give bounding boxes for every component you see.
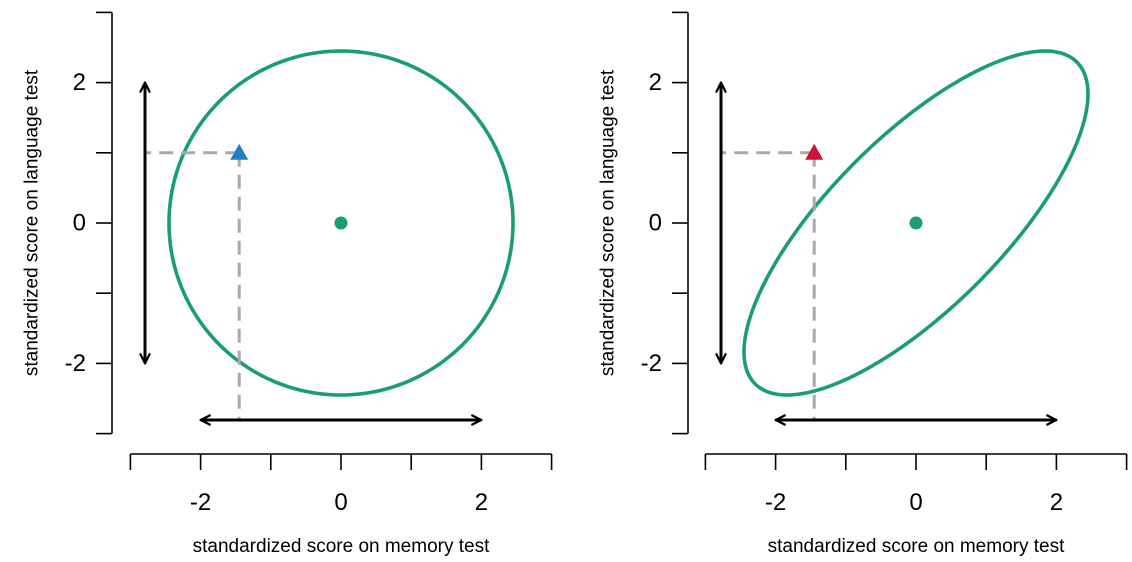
center-point [909, 216, 923, 230]
observation-triangle [805, 143, 824, 160]
x-tick-label: 2 [1050, 489, 1063, 516]
x-axis-title: standardized score on memory test [768, 536, 1065, 557]
center-point [334, 216, 348, 230]
ellipse-contour [742, 49, 1090, 397]
y-axis-title: standardized score on language test [22, 69, 43, 376]
chart-panel-right: -2 0 2 standardized score on language test -… [598, 11, 1128, 557]
observation-triangle [230, 143, 249, 160]
x-tick-label: 0 [909, 489, 922, 516]
x-tick-label: -2 [190, 489, 211, 516]
y-tick-label: -2 [641, 350, 662, 377]
x-axis-title: standardized score on memory test [193, 536, 490, 557]
y-tick-label: 2 [649, 69, 662, 96]
y-tick-label: -2 [65, 350, 86, 377]
ellipse-contour [167, 49, 515, 397]
x-tick-label: -2 [765, 489, 786, 516]
x-tick-label: 0 [334, 489, 347, 516]
y-tick-label: 0 [73, 210, 86, 237]
y-tick-label: 0 [649, 210, 662, 237]
y-tick-label: 2 [73, 69, 86, 96]
chart-panel-left: -2 0 2 standardized score on language test -… [22, 11, 553, 557]
x-tick-label: 2 [475, 489, 488, 516]
y-axis-title: standardized score on language test [598, 69, 619, 376]
